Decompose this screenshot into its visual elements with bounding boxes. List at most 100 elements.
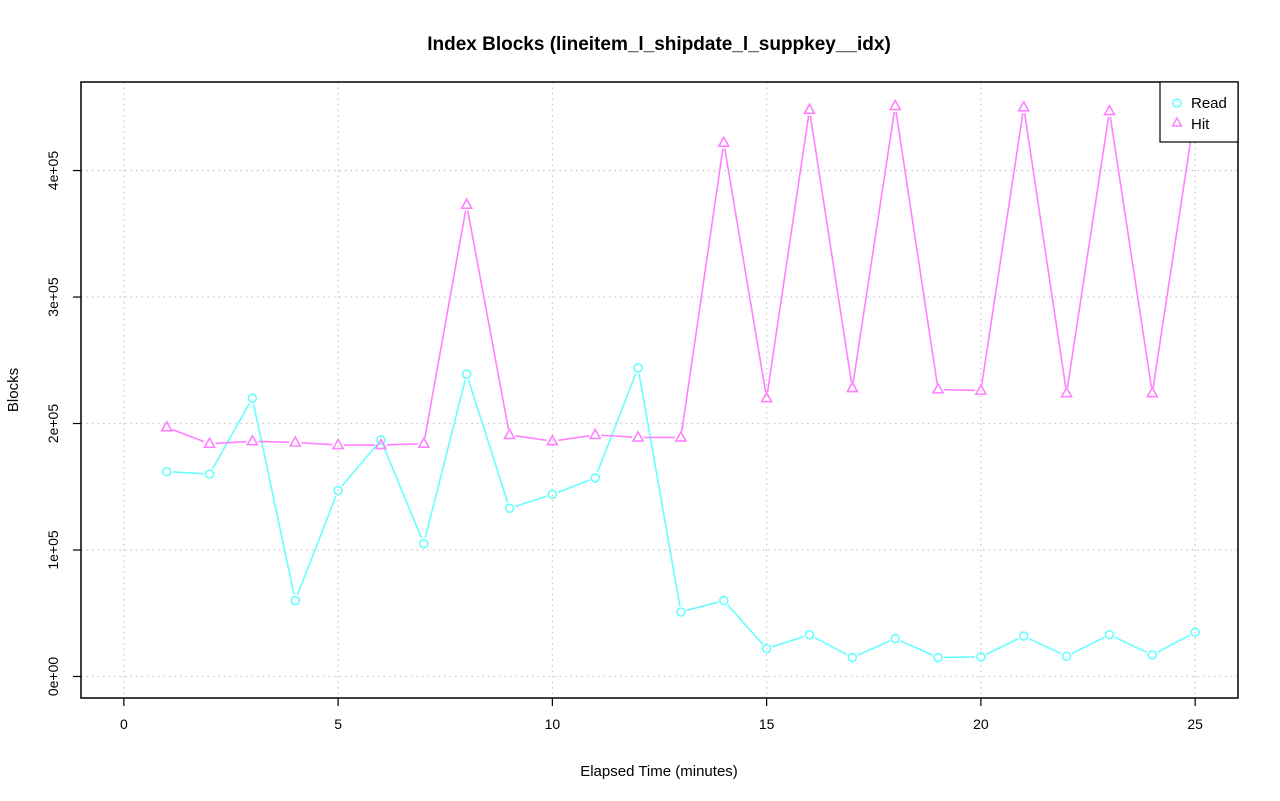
x-tick-label: 20 (973, 716, 989, 732)
series-hit-point (331, 437, 345, 450)
series-read-point (247, 393, 258, 404)
series-hit-segment (258, 440, 290, 444)
x-tick-label: 5 (334, 716, 342, 732)
series-read-segment (252, 403, 295, 595)
series-hit-segment (944, 388, 975, 392)
series-hit-segment (980, 113, 1024, 385)
y-tick-label: 0e+00 (45, 657, 61, 697)
series-read-segment (638, 373, 681, 607)
series-hit-segment (723, 148, 767, 393)
legend-box (1159, 81, 1239, 143)
series-read-point (1061, 651, 1072, 662)
series-hit-segment (1066, 116, 1110, 388)
series-hit-point (803, 102, 816, 115)
series-read-point (204, 469, 215, 479)
plot-frame (80, 81, 1239, 699)
series-hit-point (460, 197, 474, 209)
y-tick-label: 2e+05 (45, 404, 61, 444)
series-hit-segment (558, 434, 590, 442)
series-read-point (633, 363, 643, 373)
series-hit-segment (895, 111, 938, 384)
series-hit-segment (1023, 113, 1067, 388)
legend-hit-marker (1171, 116, 1183, 127)
series-read-point (547, 489, 558, 500)
x-axis-label: Elapsed Time (minutes) (580, 763, 738, 780)
chart-title: Index Blocks (lineitem_l_shipdate_l_supp… (427, 34, 891, 55)
series-hit-point (503, 427, 516, 440)
x-axis: 0 5 10 15 20 25 (120, 698, 1203, 732)
series-layer (160, 98, 1202, 663)
series-read-point (804, 629, 815, 640)
series-hit-segment (1152, 116, 1196, 388)
series-hit-point (631, 430, 645, 442)
series-hit-segment (680, 148, 724, 432)
legend: Read Hit (1159, 81, 1239, 143)
series-hit-segment (301, 442, 333, 446)
grid (81, 82, 1238, 698)
series-read-segment (557, 479, 590, 493)
series-read-segment (900, 640, 933, 656)
series-hit (160, 98, 1202, 450)
series-read-point (761, 643, 772, 654)
series-read-segment (341, 444, 378, 487)
series-hit-segment (424, 210, 467, 438)
series-read-segment (596, 373, 637, 473)
series-hit-point (1103, 103, 1116, 116)
y-tick-label: 4e+05 (45, 151, 61, 191)
series-read-point (1104, 629, 1115, 640)
series-read-segment (467, 379, 509, 503)
x-tick-label: 15 (759, 716, 775, 732)
series-hit-point (845, 380, 859, 393)
legend-read-marker (1172, 98, 1182, 108)
series-read-segment (296, 495, 337, 596)
y-axis-label: Blocks (5, 368, 22, 412)
series-read-point (676, 607, 686, 617)
series-hit-point (288, 435, 302, 447)
series-read-point (290, 595, 301, 606)
series-read-point (504, 503, 515, 514)
series-hit-segment (1109, 116, 1153, 388)
series-read-segment (686, 601, 719, 612)
series-hit-point (374, 437, 388, 450)
series-read-point (376, 435, 386, 445)
series-hit-point (1145, 386, 1159, 398)
series-read-segment (772, 635, 805, 648)
series-read-point (933, 652, 943, 663)
series-read-point (161, 466, 172, 477)
series-read-point (1147, 650, 1158, 660)
series-read-segment (1157, 634, 1191, 653)
series-read-segment (1071, 636, 1105, 655)
series-read (161, 363, 1200, 663)
series-read-segment (814, 636, 848, 656)
series-read-point (890, 633, 900, 644)
series-read-point (333, 485, 343, 496)
series-read-segment (382, 445, 423, 539)
legend-read-label: Read (1191, 95, 1227, 112)
series-read-point (590, 473, 601, 483)
series-hit-point (717, 135, 731, 148)
series-read-point (1018, 631, 1029, 641)
series-hit-point (203, 436, 216, 449)
series-hit-point (588, 427, 602, 440)
series-read-point (847, 652, 858, 663)
series-hit-point (974, 383, 988, 395)
series-hit-point (246, 434, 259, 446)
series-read-point (718, 595, 729, 606)
series-hit-segment (766, 115, 810, 393)
series-hit-segment (386, 443, 418, 446)
series-hit-segment (601, 434, 633, 438)
series-hit-segment (515, 434, 547, 442)
series-hit-point (674, 430, 688, 442)
series-read-point (419, 538, 429, 549)
series-hit-point (546, 434, 559, 446)
series-read-point (976, 652, 986, 662)
series-read-segment (172, 471, 204, 475)
series-hit-segment (852, 111, 896, 383)
y-tick-label: 3e+05 (45, 277, 61, 317)
series-read-segment (211, 403, 251, 470)
series-read-point (461, 369, 472, 379)
series-hit-point (760, 391, 773, 403)
series-read-point (1190, 627, 1200, 638)
series-hit-segment (172, 428, 205, 443)
